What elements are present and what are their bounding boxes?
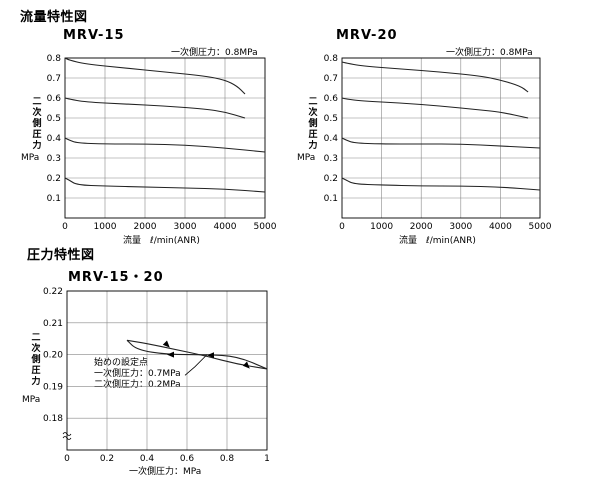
flow-section-title: 流量特性図 bbox=[20, 10, 88, 25]
x-tick-label: 2000 bbox=[410, 222, 433, 232]
ylabel-char: 圧 bbox=[32, 130, 42, 140]
primary-pressure-note-mrv15: 一次側圧力：0.8MPa bbox=[171, 48, 258, 58]
setpoint-secondary: 二次側圧力：0.2MPa bbox=[94, 380, 181, 390]
series-arrow bbox=[207, 352, 214, 359]
series-arrow bbox=[162, 340, 170, 348]
yunit-mrv20: MPa bbox=[297, 153, 316, 163]
y-tick-label: 0.5 bbox=[324, 114, 338, 124]
series-arrow bbox=[167, 351, 174, 358]
ylabel-char: 圧 bbox=[308, 130, 318, 140]
xlabel-mrv20: 流量 ℓ/min(ANR) bbox=[399, 236, 476, 246]
chart-title-mrv15-20: MRV-15・20 bbox=[68, 270, 164, 285]
x-tick-label: 3000 bbox=[174, 222, 197, 232]
x-tick-label: 0 bbox=[64, 454, 70, 464]
y-tick-label: 0.7 bbox=[47, 74, 61, 84]
series-line bbox=[341, 137, 541, 149]
x-tick-label: 1000 bbox=[370, 222, 393, 232]
pressure-section-title: 圧力特性図 bbox=[27, 248, 95, 263]
plot-frame bbox=[66, 290, 268, 451]
ylabel-char: 側 bbox=[32, 119, 42, 129]
x-tick-label: 1 bbox=[264, 454, 270, 464]
ylabel-char: 二 bbox=[32, 97, 42, 107]
xlabel-mrv15: 流量 ℓ/min(ANR) bbox=[123, 236, 200, 246]
y-tick-label: 0.5 bbox=[47, 114, 61, 124]
setpoint-leader-line bbox=[184, 354, 208, 376]
ylabel-char: 力 bbox=[31, 377, 41, 387]
y-tick-label: 0.20 bbox=[43, 351, 63, 361]
setpoint-primary: 一次側圧力：0.7MPa bbox=[94, 369, 181, 379]
y-tick-label: 0.4 bbox=[324, 134, 339, 144]
ylabel-mrv20: 二 次 側 圧 力 bbox=[307, 97, 319, 152]
setpoint-label: 始めの設定点 bbox=[94, 358, 149, 368]
x-tick-label: 4000 bbox=[214, 222, 237, 232]
x-tick-label: 5000 bbox=[254, 222, 277, 232]
y-tick-label: 0.1 bbox=[47, 194, 61, 204]
series-line bbox=[126, 339, 268, 370]
y-tick-label: 0.3 bbox=[324, 154, 338, 164]
x-tick-label: 0 bbox=[62, 222, 68, 232]
setpoint-annotation: 始めの設定点 一次側圧力：0.7MPa 二次側圧力：0.2MPa bbox=[94, 358, 181, 391]
y-tick-label: 0.7 bbox=[324, 74, 338, 84]
x-tick-label: 0.6 bbox=[180, 454, 195, 464]
yunit-mrv15: MPa bbox=[21, 153, 40, 163]
series-line bbox=[64, 137, 266, 153]
series-line bbox=[64, 57, 246, 95]
x-tick-label: 0.2 bbox=[100, 454, 114, 464]
y-tick-label: 0.22 bbox=[43, 287, 63, 297]
series-line bbox=[126, 339, 268, 370]
xlabel-pressure: 一次側圧力：MPa bbox=[129, 467, 202, 477]
series-line bbox=[341, 61, 529, 93]
x-tick-label: 0.8 bbox=[220, 454, 235, 464]
ylabel-char: 力 bbox=[308, 141, 318, 151]
series-line bbox=[341, 177, 541, 191]
series-arrow bbox=[242, 361, 250, 369]
y-tick-label: 0.18 bbox=[43, 414, 63, 424]
x-tick-label: 1000 bbox=[94, 222, 117, 232]
x-tick-label: 2000 bbox=[134, 222, 157, 232]
y-tick-label: 0.2 bbox=[47, 174, 61, 184]
ylabel-char: 側 bbox=[308, 119, 318, 129]
y-tick-label: 0.4 bbox=[47, 134, 62, 144]
x-tick-label: 0.4 bbox=[140, 454, 155, 464]
x-tick-label: 4000 bbox=[489, 222, 512, 232]
axis-break-mark bbox=[62, 432, 72, 440]
y-tick-label: 0.8 bbox=[324, 54, 339, 64]
ylabel-char: 二 bbox=[31, 333, 41, 343]
primary-pressure-note-mrv20: 一次側圧力：0.8MPa bbox=[446, 48, 533, 58]
ylabel-char: 次 bbox=[32, 108, 42, 118]
ylabel-char: 側 bbox=[31, 355, 41, 365]
y-tick-label: 0.3 bbox=[47, 154, 61, 164]
series-line bbox=[64, 97, 246, 119]
y-tick-label: 0.6 bbox=[47, 94, 62, 104]
ylabel-char: 二 bbox=[308, 97, 318, 107]
ylabel-char: 圧 bbox=[31, 366, 41, 376]
ylabel-char: 次 bbox=[31, 344, 41, 354]
y-tick-label: 0.8 bbox=[47, 54, 62, 64]
y-tick-label: 0.6 bbox=[324, 94, 339, 104]
chart-title-mrv15: MRV-15 bbox=[63, 28, 125, 43]
series-line bbox=[64, 177, 266, 193]
y-tick-label: 0.1 bbox=[324, 194, 338, 204]
ylabel-char: 力 bbox=[32, 141, 42, 151]
y-tick-label: 0.19 bbox=[43, 382, 63, 392]
x-tick-label: 5000 bbox=[529, 222, 552, 232]
x-tick-label: 0 bbox=[339, 222, 345, 232]
ylabel-pressure: 二 次 側 圧 力 bbox=[30, 333, 42, 388]
yunit-pressure: MPa bbox=[22, 395, 41, 405]
series-line bbox=[341, 97, 529, 119]
y-tick-label: 0.21 bbox=[43, 319, 63, 329]
ylabel-char: 次 bbox=[308, 108, 318, 118]
x-tick-label: 3000 bbox=[449, 222, 472, 232]
y-tick-label: 0.2 bbox=[324, 174, 338, 184]
ylabel-mrv15: 二 次 側 圧 力 bbox=[31, 97, 43, 152]
chart-title-mrv20: MRV-20 bbox=[336, 28, 398, 43]
